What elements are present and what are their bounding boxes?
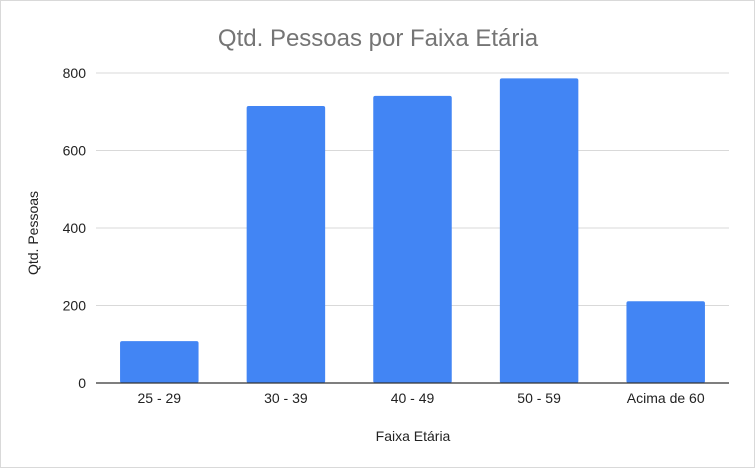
bar-1[interactable] [120,341,199,383]
bar-5[interactable] [626,301,705,383]
chart-title: Qtd. Pessoas por Faixa Etária [218,25,539,52]
bar-2[interactable] [246,105,326,383]
y-tick-label: 0 [78,375,86,391]
y-axis-ticks: 0 200 400 600 800 [63,65,87,391]
y-axis-title: Qtd. Pessoas [25,191,41,275]
x-axis-title: Faixa Etária [376,428,451,444]
x-tick-label: 40 - 49 [391,390,435,406]
bars [96,78,729,384]
x-tick-label: 50 - 59 [517,390,561,406]
y-tick-label: 200 [63,298,87,314]
x-tick-label: Acima de 60 [627,390,705,406]
x-tick-label: 30 - 39 [264,390,308,406]
y-tick-label: 600 [63,143,87,159]
y-tick-label: 400 [63,220,87,236]
x-tick-label: 25 - 29 [138,390,182,406]
bar-3[interactable] [373,95,452,384]
x-axis-ticks: 25 - 29 30 - 39 40 - 49 50 - 59 Acima de 60 [138,390,705,406]
y-tick-label: 800 [63,65,87,81]
bar-4[interactable] [499,78,579,384]
